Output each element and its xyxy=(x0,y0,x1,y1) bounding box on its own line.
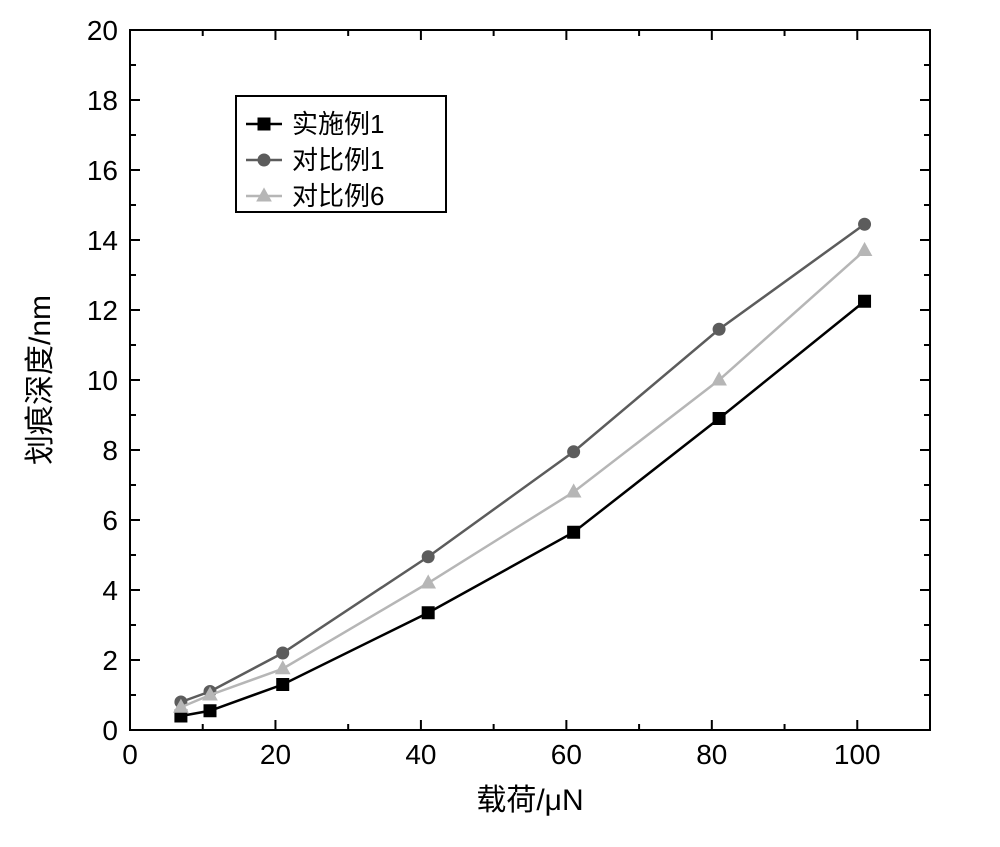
y-tick-label: 18 xyxy=(87,85,118,116)
x-axis-title: 载荷/μN xyxy=(476,784,583,817)
x-tick-label: 80 xyxy=(696,739,727,770)
x-tick-label: 40 xyxy=(405,739,436,770)
chart-bg xyxy=(0,0,1000,847)
legend-label: 对比例1 xyxy=(292,145,384,175)
y-tick-label: 10 xyxy=(87,365,118,396)
legend-label: 实施例1 xyxy=(292,109,384,139)
legend-label: 对比例6 xyxy=(292,181,384,211)
y-tick-label: 16 xyxy=(87,155,118,186)
y-tick-label: 4 xyxy=(102,575,118,606)
x-tick-label: 100 xyxy=(834,739,881,770)
legend: 实施例1 对比例1 对比例6 xyxy=(236,96,446,212)
y-tick-label: 12 xyxy=(87,295,118,326)
y-axis-title: 划痕深度/nm xyxy=(24,295,57,465)
x-tick-label: 60 xyxy=(551,739,582,770)
y-tick-label: 14 xyxy=(87,225,118,256)
y-tick-label: 8 xyxy=(102,435,118,466)
y-tick-label: 0 xyxy=(102,715,118,746)
y-tick-label: 6 xyxy=(102,505,118,536)
line-chart: 0 20 40 60 80 100 0 2 4 6 8 10 12 14 16 18 20 载荷/μN 划痕深度/n… xyxy=(0,0,1000,847)
x-tick-label: 20 xyxy=(260,739,291,770)
x-tick-label: 0 xyxy=(122,739,138,770)
y-tick-label: 2 xyxy=(102,645,118,676)
y-tick-label: 20 xyxy=(87,15,118,46)
